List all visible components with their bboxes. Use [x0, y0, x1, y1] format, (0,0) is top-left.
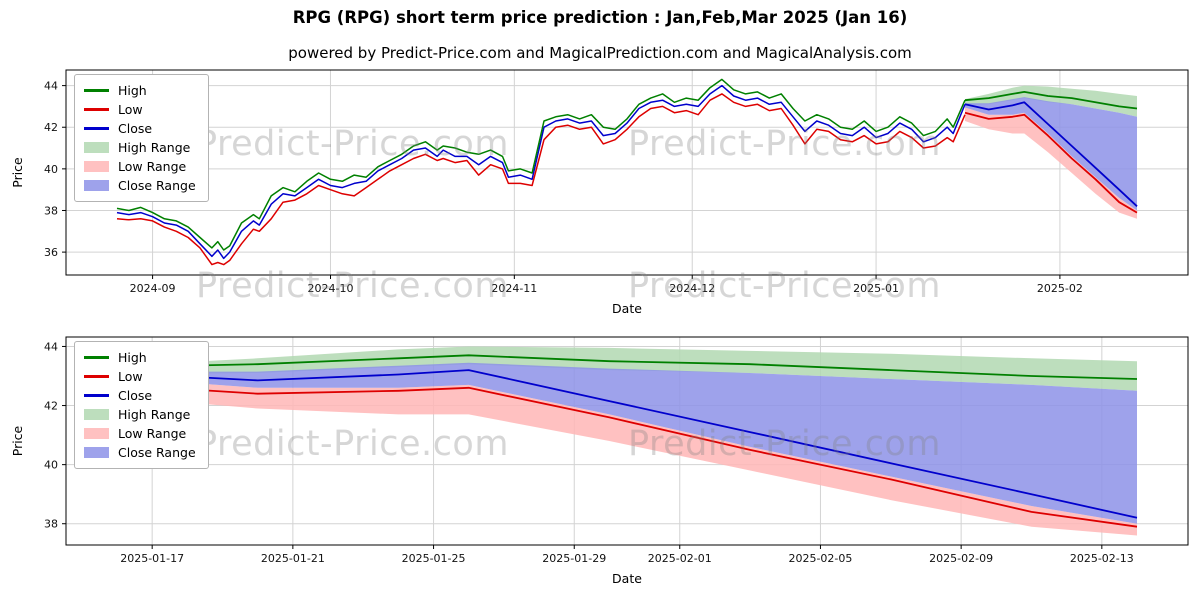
legend-item-close-range: Close Range — [84, 176, 196, 195]
svg-text:2024-10: 2024-10 — [308, 282, 354, 295]
legend-patch-swatch — [84, 180, 109, 191]
svg-text:38: 38 — [44, 204, 58, 217]
legend-label: Close — [118, 121, 153, 136]
svg-text:2025-01-29: 2025-01-29 — [542, 552, 606, 565]
svg-text:44: 44 — [44, 340, 58, 353]
prediction-close-line — [964, 101, 1138, 207]
svg-text:2024-12: 2024-12 — [669, 282, 715, 295]
svg-text:2025-02: 2025-02 — [1037, 282, 1083, 295]
legend-patch-swatch — [84, 447, 109, 458]
legend-patch-swatch — [84, 142, 109, 153]
legend-item-close: Close — [84, 386, 196, 405]
prediction-low-line — [964, 111, 1138, 214]
svg-text:42: 42 — [44, 121, 58, 134]
prediction-high-line — [116, 354, 1138, 380]
low-range-band — [965, 107, 1137, 219]
svg-text:2025-02-13: 2025-02-13 — [1070, 552, 1134, 565]
legend-label: High Range — [118, 407, 191, 422]
svg-text:2024-11: 2024-11 — [491, 282, 537, 295]
svg-text:40: 40 — [44, 459, 58, 472]
prediction-high-line — [964, 91, 1138, 110]
x-axis-label: Date — [612, 301, 642, 316]
legend-patch-swatch — [84, 428, 109, 439]
high-range-band — [965, 85, 1137, 117]
legend-item-low-range: Low Range — [84, 424, 196, 443]
prediction-close-line — [116, 369, 1138, 519]
plot-border — [65, 69, 1189, 276]
svg-text:42: 42 — [44, 400, 58, 413]
svg-text:2025-01-25: 2025-01-25 — [402, 552, 466, 565]
high-range-band — [117, 346, 1137, 391]
svg-text:2025-02-09: 2025-02-09 — [929, 552, 993, 565]
price-history-chart: 2024-09 2024-10 2024-11 2024-12 2025-01 2025-… — [10, 69, 1189, 316]
close-range-band — [117, 362, 1137, 524]
legend-label: Low Range — [118, 159, 187, 174]
chart-title: RPG (RPG) short term price prediction : … — [292, 8, 908, 27]
history-high-line — [116, 78, 966, 251]
history-close-line — [116, 84, 966, 260]
legend-item-low: Low — [84, 367, 196, 386]
legend-top: High Low Close High Range Low Range Close Ran… — [74, 74, 209, 202]
close-range-band — [965, 97, 1137, 211]
legend-label: Low — [118, 102, 143, 117]
legend-item-high-range: High Range — [84, 138, 196, 157]
y-axis-label: Price — [10, 425, 25, 456]
svg-text:44: 44 — [44, 80, 58, 93]
legend-item-high: High — [84, 348, 196, 367]
legend-line-swatch — [84, 127, 109, 130]
legend-item-high-range: High Range — [84, 405, 196, 424]
prediction-zoom-chart: 2025-01-17 2025-01-21 2025-01-25 2025-01-29… — [10, 336, 1189, 586]
legend-label: Close Range — [118, 178, 196, 193]
low-range-band — [117, 377, 1137, 536]
legend-item-close-range: Close Range — [84, 443, 196, 462]
tick-labels: 2025-01-17 2025-01-21 2025-01-25 2025-01-29… — [44, 340, 1134, 565]
svg-text:36: 36 — [44, 246, 58, 259]
legend-line-swatch — [84, 89, 109, 92]
legend-label: Low Range — [118, 426, 187, 441]
legend-label: Close — [118, 388, 153, 403]
legend-line-swatch — [84, 108, 109, 111]
svg-text:2025-01-21: 2025-01-21 — [261, 552, 325, 565]
history-low-line — [116, 93, 966, 266]
legend-item-low: Low — [84, 100, 196, 119]
legend-item-high: High — [84, 81, 196, 100]
legend-bottom: High Low Close High Range Low Range Close Ran… — [74, 341, 209, 469]
svg-text:2025-01: 2025-01 — [853, 282, 899, 295]
legend-item-close: Close — [84, 119, 196, 138]
svg-text:2025-01-17: 2025-01-17 — [120, 552, 184, 565]
legend-label: High — [118, 83, 147, 98]
y-axis-label: Price — [10, 157, 25, 188]
legend-patch-swatch — [84, 409, 109, 420]
legend-label: Close Range — [118, 445, 196, 460]
svg-text:2025-02-01: 2025-02-01 — [648, 552, 712, 565]
x-axis-label: Date — [612, 571, 642, 586]
svg-text:2025-02-05: 2025-02-05 — [788, 552, 852, 565]
chart-subtitle: powered by Predict-Price.com and Magical… — [288, 44, 912, 62]
svg-text:38: 38 — [44, 518, 58, 531]
svg-text:40: 40 — [44, 163, 58, 176]
legend-label: High Range — [118, 140, 191, 155]
legend-item-low-range: Low Range — [84, 157, 196, 176]
prediction-low-line — [116, 384, 1138, 528]
legend-patch-swatch — [84, 161, 109, 172]
tick-labels: 2024-09 2024-10 2024-11 2024-12 2025-01 2025-… — [44, 80, 1083, 295]
plot-border — [65, 336, 1189, 546]
svg-text:2024-09: 2024-09 — [130, 282, 176, 295]
legend-line-swatch — [84, 375, 109, 378]
legend-line-swatch — [84, 394, 109, 397]
legend-label: Low — [118, 369, 143, 384]
legend-line-swatch — [84, 356, 109, 359]
legend-label: High — [118, 350, 147, 365]
